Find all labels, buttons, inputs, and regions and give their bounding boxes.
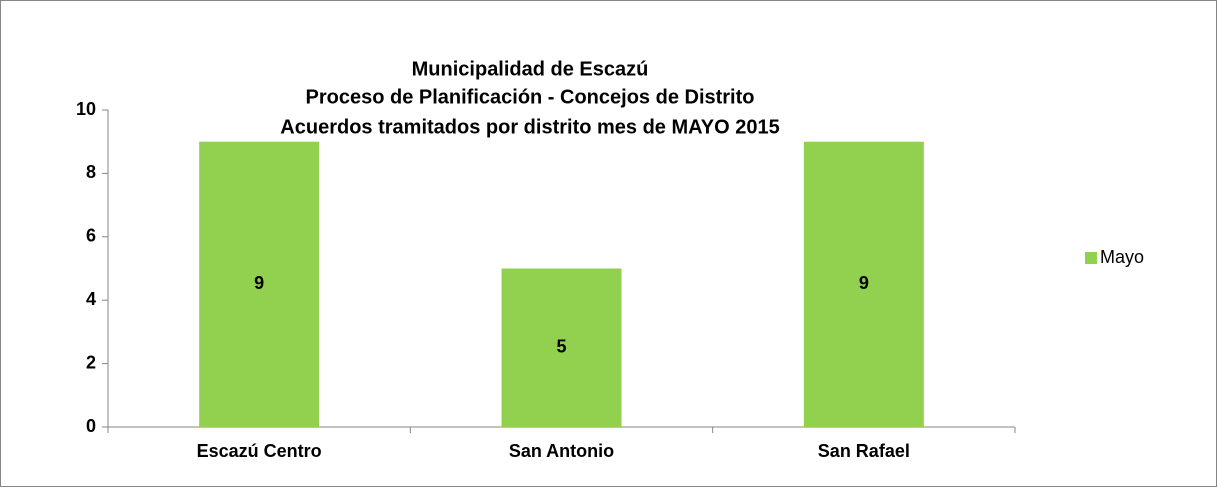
chart-title: Proceso de Planificación - Concejos de D… [306, 86, 755, 108]
y-tick-label: 10 [76, 99, 96, 119]
x-tick-label: Escazú Centro [197, 441, 322, 461]
data-label: 9 [254, 273, 264, 293]
y-tick-label: 6 [86, 226, 96, 246]
legend-swatch [1085, 252, 1097, 264]
bar [199, 141, 320, 427]
chart-title: Municipalidad de Escazú [412, 58, 649, 80]
bar [501, 268, 622, 427]
data-label: 5 [556, 337, 566, 357]
y-tick-label: 2 [86, 352, 96, 372]
data-label: 9 [859, 273, 869, 293]
x-tick-label: San Antonio [509, 441, 614, 461]
bar [803, 141, 924, 427]
x-tick-label: San Rafael [818, 441, 910, 461]
chart-title: Acuerdos tramitados por distrito mes de … [280, 116, 779, 138]
legend-label: Mayo [1100, 247, 1144, 267]
y-tick-label: 0 [86, 416, 96, 436]
y-tick-label: 4 [86, 289, 96, 309]
y-tick-label: 8 [86, 162, 96, 182]
